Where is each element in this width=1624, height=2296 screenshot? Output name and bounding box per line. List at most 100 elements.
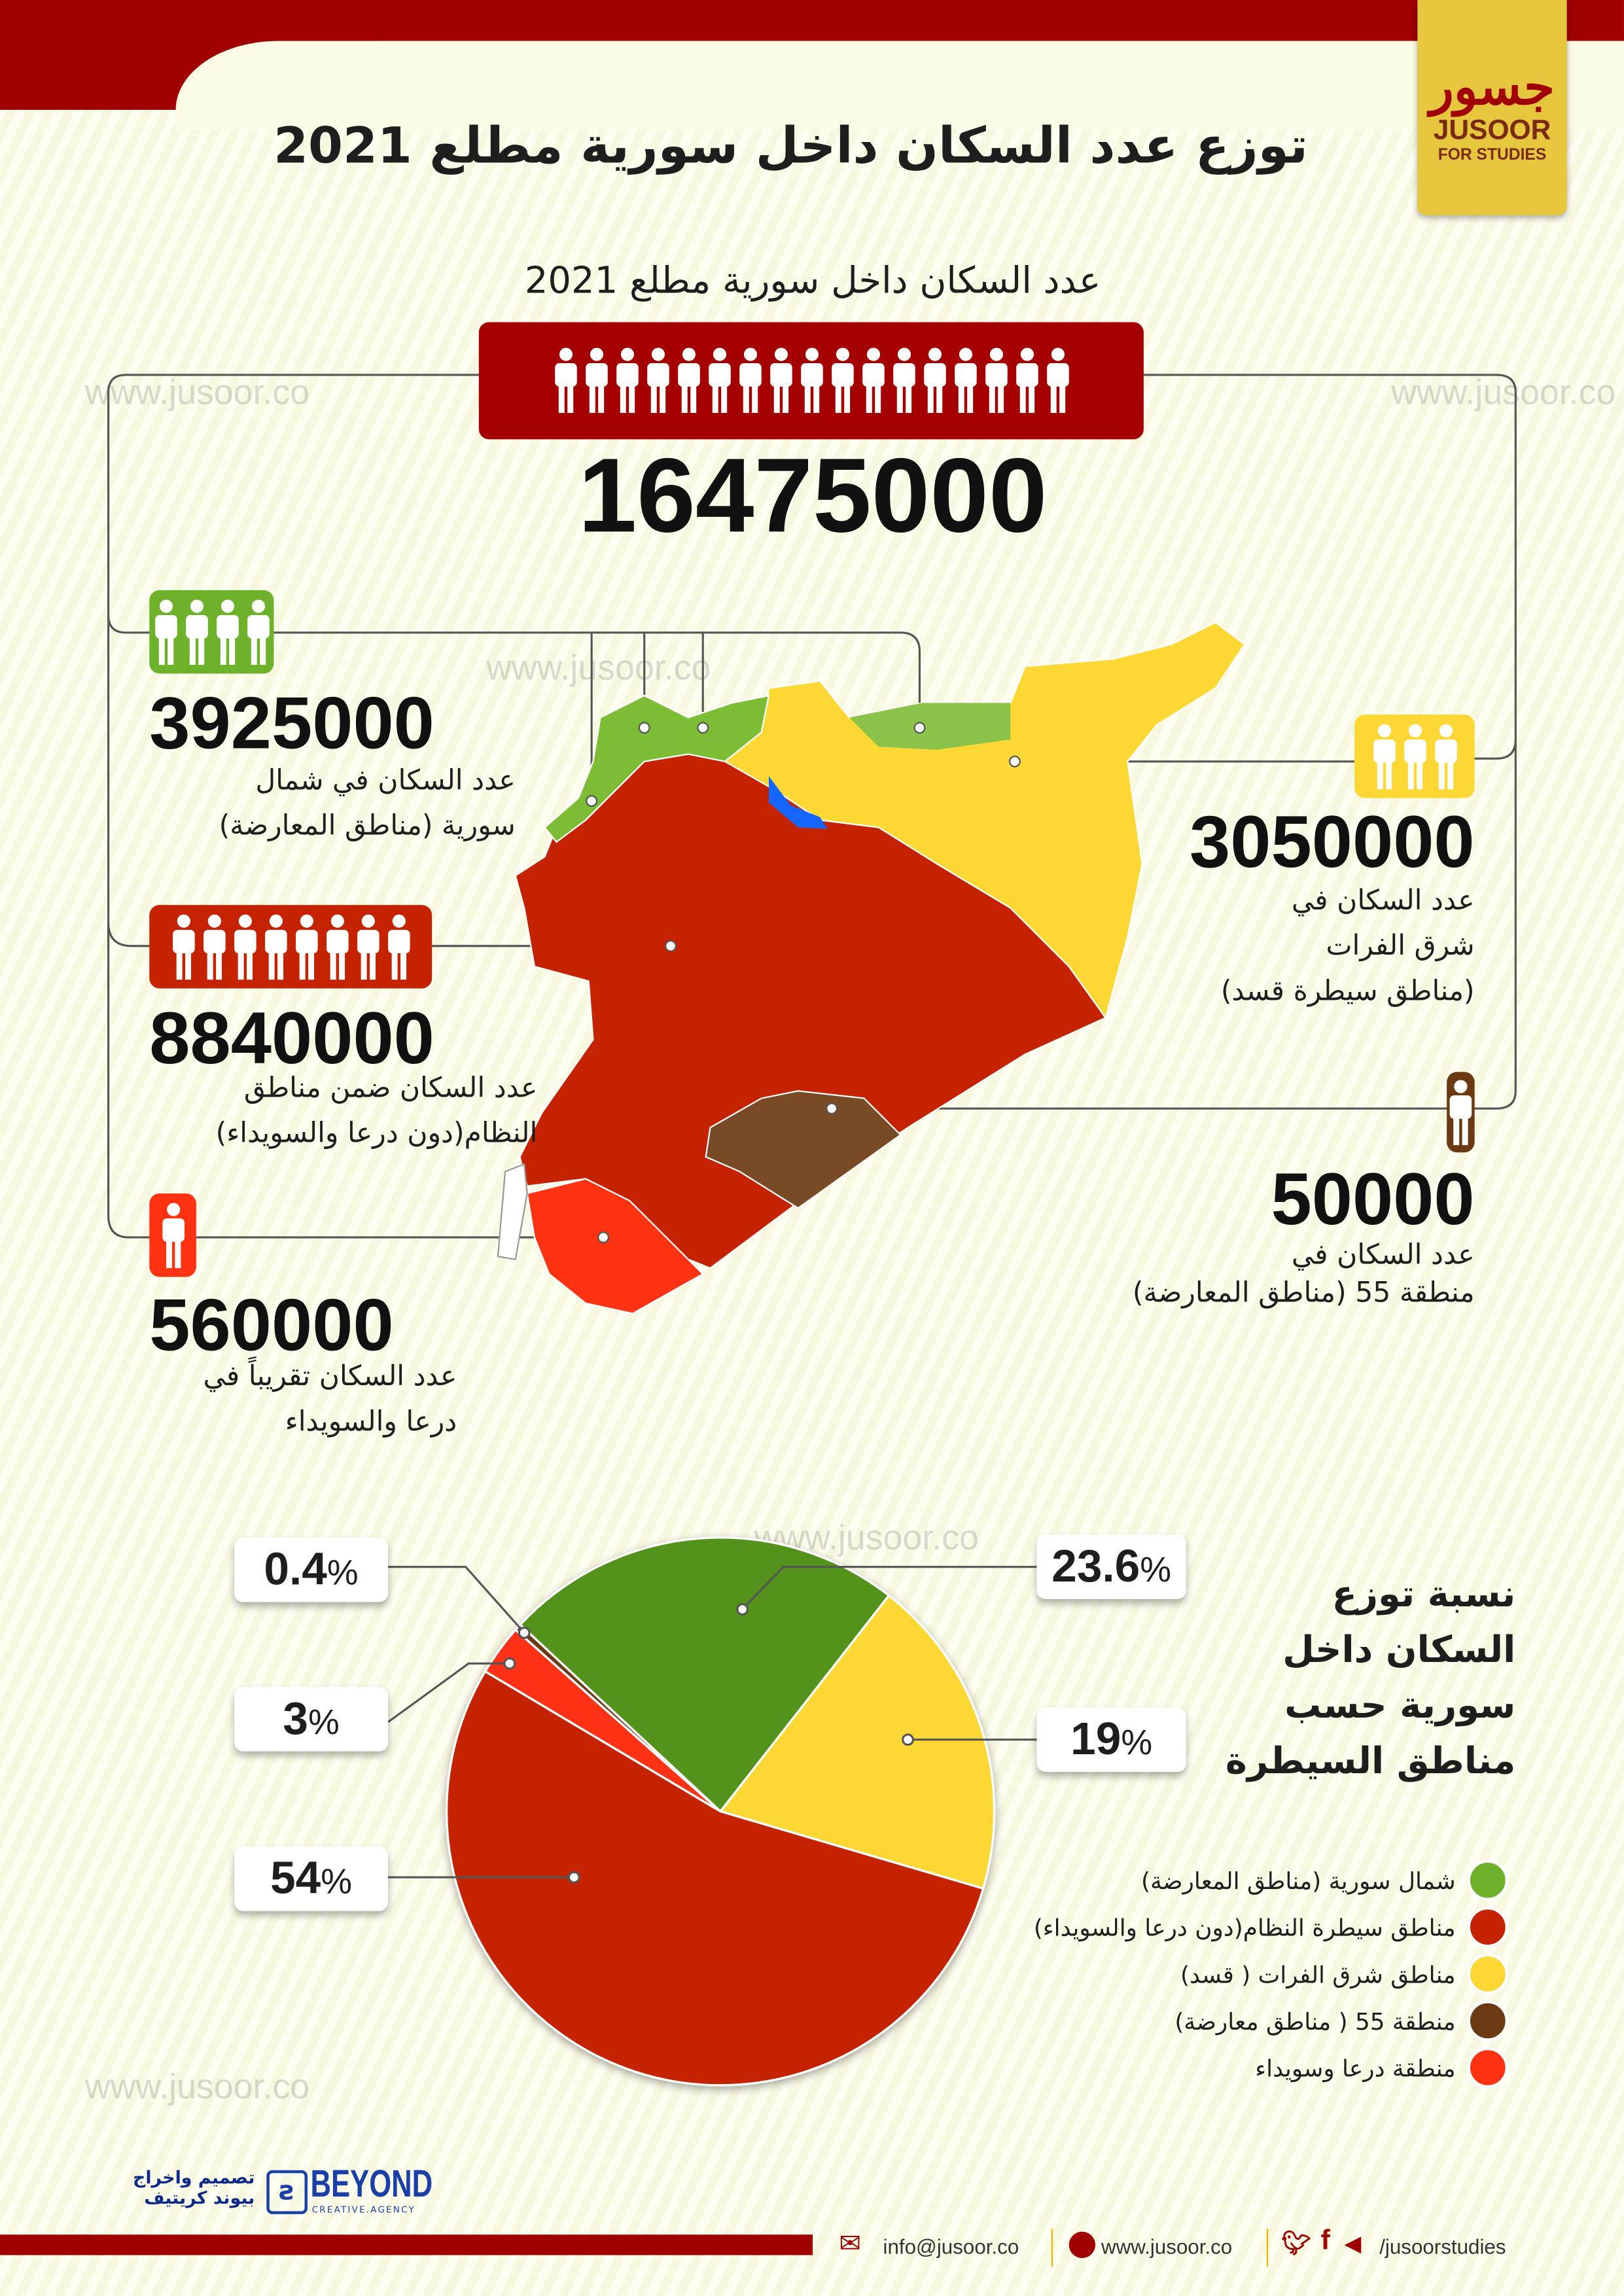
design-credit-line: بيوند كريتيف (144, 2187, 255, 2208)
legend-item: منطقة درعا وسويداء (820, 2044, 1509, 2091)
regime-label: عدد السكان ضمن مناطق النظام(دون درعا والس… (135, 1066, 538, 1157)
regime-label-line: النظام(دون درعا والسويداء) (215, 1117, 538, 1150)
person-icon (739, 347, 761, 414)
facebook-icon[interactable]: f (1320, 2225, 1330, 2257)
telegram-icon[interactable]: ◀ (1344, 2230, 1362, 2257)
watermark: www.jusoor.co (84, 373, 310, 414)
north-people-icon-group (149, 590, 274, 674)
pie-slice (514, 1623, 722, 1812)
legend-swatch (1467, 2047, 1509, 2089)
total-people-icon-group (478, 322, 1144, 440)
person-icon (202, 913, 225, 980)
pie-slice (445, 1670, 985, 2087)
globe-icon (1068, 2231, 1096, 2258)
person-icon (387, 913, 410, 980)
legend-swatch (1467, 2000, 1509, 2041)
legend-item: مناطق سيطرة النظام(دون درعا والسويداء) (820, 1903, 1509, 1951)
daraa-label: عدد السكان تقريباً في درعا والسويداء (149, 1354, 457, 1445)
callout-marker (503, 1657, 516, 1670)
pie-title-line: السكان داخل (1282, 1628, 1516, 1671)
daraa-label-line: درعا والسويداء (285, 1405, 457, 1438)
person-icon (233, 913, 256, 980)
person-icon (1449, 1079, 1472, 1144)
person-icon (1015, 347, 1038, 414)
person-icon (1046, 347, 1068, 414)
percent-sign: % (321, 1862, 353, 1903)
area55-population: 50000 (1271, 1158, 1475, 1241)
callout-line (388, 1566, 525, 1634)
person-icon (171, 913, 194, 980)
website-link[interactable]: www.jusoor.co (1101, 2234, 1233, 2258)
pie-title-line: مناطق السيطرة (1225, 1739, 1516, 1782)
legend-swatch (1467, 1860, 1509, 1901)
east-label: عدد السكان في شرق الفرات (مناطق سيطرة قسد) (1113, 879, 1475, 1015)
person-icon (1403, 723, 1426, 789)
legend-swatch (1467, 1953, 1509, 1995)
pie-slice (718, 1594, 996, 1890)
divider (1051, 2229, 1053, 2267)
daraa-label-line: عدد السكان تقريباً في (203, 1360, 457, 1393)
page-title: توزع عدد السكان داخل سورية مطلع 2021 (274, 117, 1308, 176)
design-credit-line: تصميم واخراج (132, 2167, 255, 2188)
person-icon (1434, 723, 1456, 789)
map-euphrates-lake (768, 776, 828, 829)
north-population: 3925000 (149, 682, 434, 765)
beyond-logo-icon: ꙅ (266, 2170, 308, 2214)
person-icon (185, 599, 207, 664)
callout-line (387, 1662, 510, 1723)
person-icon (708, 347, 730, 414)
north-label-line: سورية (مناطق المعارضة) (219, 809, 516, 842)
person-icon (831, 347, 853, 414)
person-icon (1373, 723, 1395, 789)
logo-english: JUSOOR (1433, 115, 1551, 147)
pie-percent-label: 54% (234, 1846, 389, 1911)
email-link[interactable]: info@jusoor.co (883, 2234, 1019, 2258)
area55-label: عدد السكان في منطقة 55 (مناطق المعارضة) (1025, 1236, 1475, 1312)
person-icon (769, 347, 792, 414)
east-label-line: عدد السكان في (1291, 884, 1475, 917)
pie-percent-label: 19% (1036, 1707, 1186, 1772)
east-label-line: (مناطق سيطرة قسد) (1220, 975, 1475, 1008)
area55-people-icon-group (1447, 1072, 1475, 1153)
person-icon (892, 347, 915, 414)
social-handle[interactable]: /jusoorstudies (1379, 2234, 1506, 2258)
percent-value: 3 (283, 1693, 308, 1744)
person-icon (923, 347, 945, 414)
area55-label-line: منطقة 55 (مناطق المعارضة) (1132, 1277, 1475, 1309)
legend-label: شمال سورية (مناطق المعارضة) (1140, 1866, 1456, 1894)
map-marker (697, 722, 709, 734)
map-daraa-sweida-area (526, 1178, 705, 1315)
person-icon (356, 913, 379, 980)
daraa-people-icon-group (149, 1193, 196, 1277)
legend-label: مناطق سيطرة النظام(دون درعا والسويداء) (1033, 1913, 1456, 1941)
daraa-population: 560000 (149, 1284, 394, 1367)
map-north-opposition-area (543, 694, 770, 843)
twitter-icon[interactable]: 🐦︎ (1281, 2229, 1311, 2257)
legend-label: منطقة درعا وسويداء (1255, 2053, 1456, 2082)
total-subtitle: عدد السكان داخل سورية مطلع 2021 (524, 259, 1101, 302)
person-icon (954, 347, 976, 414)
person-icon (216, 599, 238, 664)
map-area-55 (705, 1090, 902, 1209)
percent-value: 54 (270, 1852, 321, 1904)
watermark: www.jusoor.co (486, 648, 711, 688)
pie-legend: شمال سورية (مناطق المعارضة) مناطق سيطرة ا… (820, 1857, 1509, 2091)
east-label-line: شرق الفرات (1326, 930, 1475, 963)
map-marker (638, 722, 650, 734)
legend-swatch (1467, 1906, 1509, 1948)
watermark: www.jusoor.co (84, 2068, 310, 2108)
person-icon (154, 599, 177, 664)
regime-people-icon-group (149, 905, 432, 989)
map-golan (497, 1163, 528, 1260)
person-icon (585, 347, 607, 414)
callout-line (741, 1566, 1037, 1610)
top-bar (0, 0, 1624, 41)
percent-sign: % (1140, 1551, 1172, 1591)
percent-value: 19 (1070, 1713, 1121, 1765)
callout-marker (518, 1626, 531, 1639)
pie-title-line: نسبة توزع (1332, 1572, 1516, 1616)
legend-item: مناطق شرق الفرات ( قسد) (820, 1951, 1509, 1998)
connector-lines (107, 374, 1517, 1239)
north-label: عدد السكان في شمال سورية (مناطق المعارضة) (149, 758, 516, 849)
